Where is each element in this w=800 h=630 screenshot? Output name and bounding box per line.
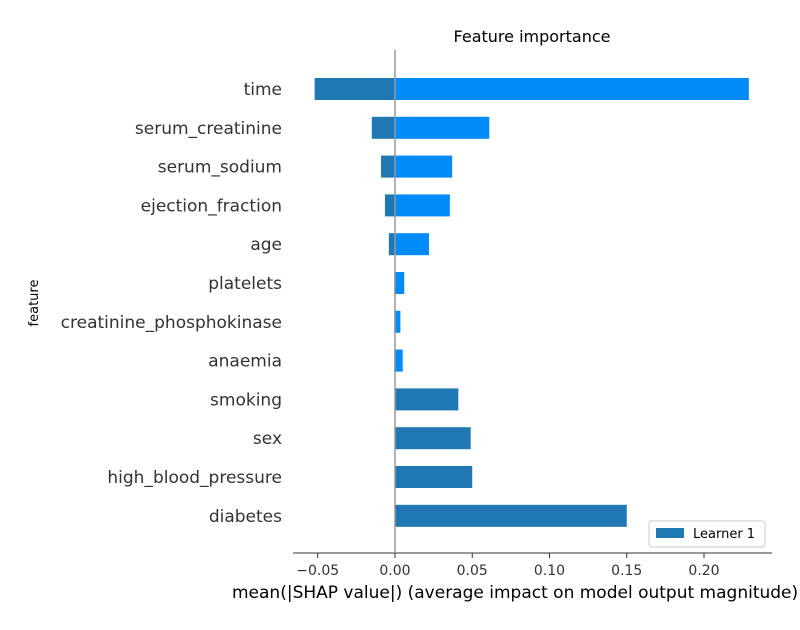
x-tick-label: 0.10 bbox=[534, 563, 565, 579]
x-tick-label: 0.15 bbox=[611, 563, 642, 579]
y-tick-label: ejection_fraction bbox=[141, 196, 282, 216]
bar-series-2 bbox=[394, 272, 405, 294]
bar-series-2 bbox=[394, 310, 401, 333]
x-tick-label: 0.20 bbox=[688, 563, 719, 579]
y-tick-label: smoking bbox=[210, 390, 282, 410]
bar-learner-1 bbox=[394, 427, 471, 450]
legend-box bbox=[648, 520, 766, 548]
bar-series-2 bbox=[394, 349, 403, 372]
y-tick-label: time bbox=[244, 80, 282, 100]
legend: Learner 1 bbox=[648, 520, 766, 548]
y-tick-label: anaemia bbox=[208, 352, 282, 372]
bar-learner-1 bbox=[394, 388, 459, 411]
bar-learner-1 bbox=[394, 504, 627, 527]
y-tick-label: high_blood_pressure bbox=[107, 468, 282, 488]
y-tick-label: diabetes bbox=[209, 507, 282, 527]
y-axis-label: feature bbox=[27, 280, 42, 327]
y-tick-label: platelets bbox=[208, 274, 282, 294]
y-tick-label: serum_creatinine bbox=[135, 119, 282, 139]
legend-swatch bbox=[656, 528, 684, 538]
y-tick-label: age bbox=[250, 235, 282, 255]
y-tick-labels: time serum_creatinine serum_sodium ejection… bbox=[61, 80, 282, 527]
bar-series-2 bbox=[394, 116, 490, 139]
x-axis: −0.05 0.00 0.05 0.10 0.15 0.20 bbox=[293, 552, 772, 579]
y-tick-label: serum_sodium bbox=[158, 158, 282, 178]
x-tick-label: −0.05 bbox=[296, 563, 339, 579]
y-tick-label: creatinine_phosphokinase bbox=[61, 313, 282, 333]
chart-title: Feature importance bbox=[454, 27, 611, 46]
x-tick-label: 0.05 bbox=[457, 563, 488, 579]
bar-learner-1 bbox=[388, 233, 395, 256]
bar-learner-1 bbox=[394, 466, 473, 488]
bar-series-2 bbox=[394, 78, 749, 100]
bar-learner-1 bbox=[381, 155, 395, 178]
bar-series-2 bbox=[394, 233, 429, 256]
bar-series-2 bbox=[394, 155, 453, 178]
bar-learner-1 bbox=[371, 116, 395, 139]
bar-series-2 bbox=[394, 194, 450, 217]
bar-learner-1 bbox=[384, 194, 395, 217]
bars-layer bbox=[314, 78, 749, 527]
x-tick-label: 0.00 bbox=[379, 563, 410, 579]
bar-learner-1 bbox=[314, 78, 395, 100]
legend-label: Learner 1 bbox=[693, 527, 755, 542]
x-axis-label: mean(|SHAP value|) (average impact on mo… bbox=[232, 583, 798, 603]
y-tick-label: sex bbox=[253, 429, 282, 449]
